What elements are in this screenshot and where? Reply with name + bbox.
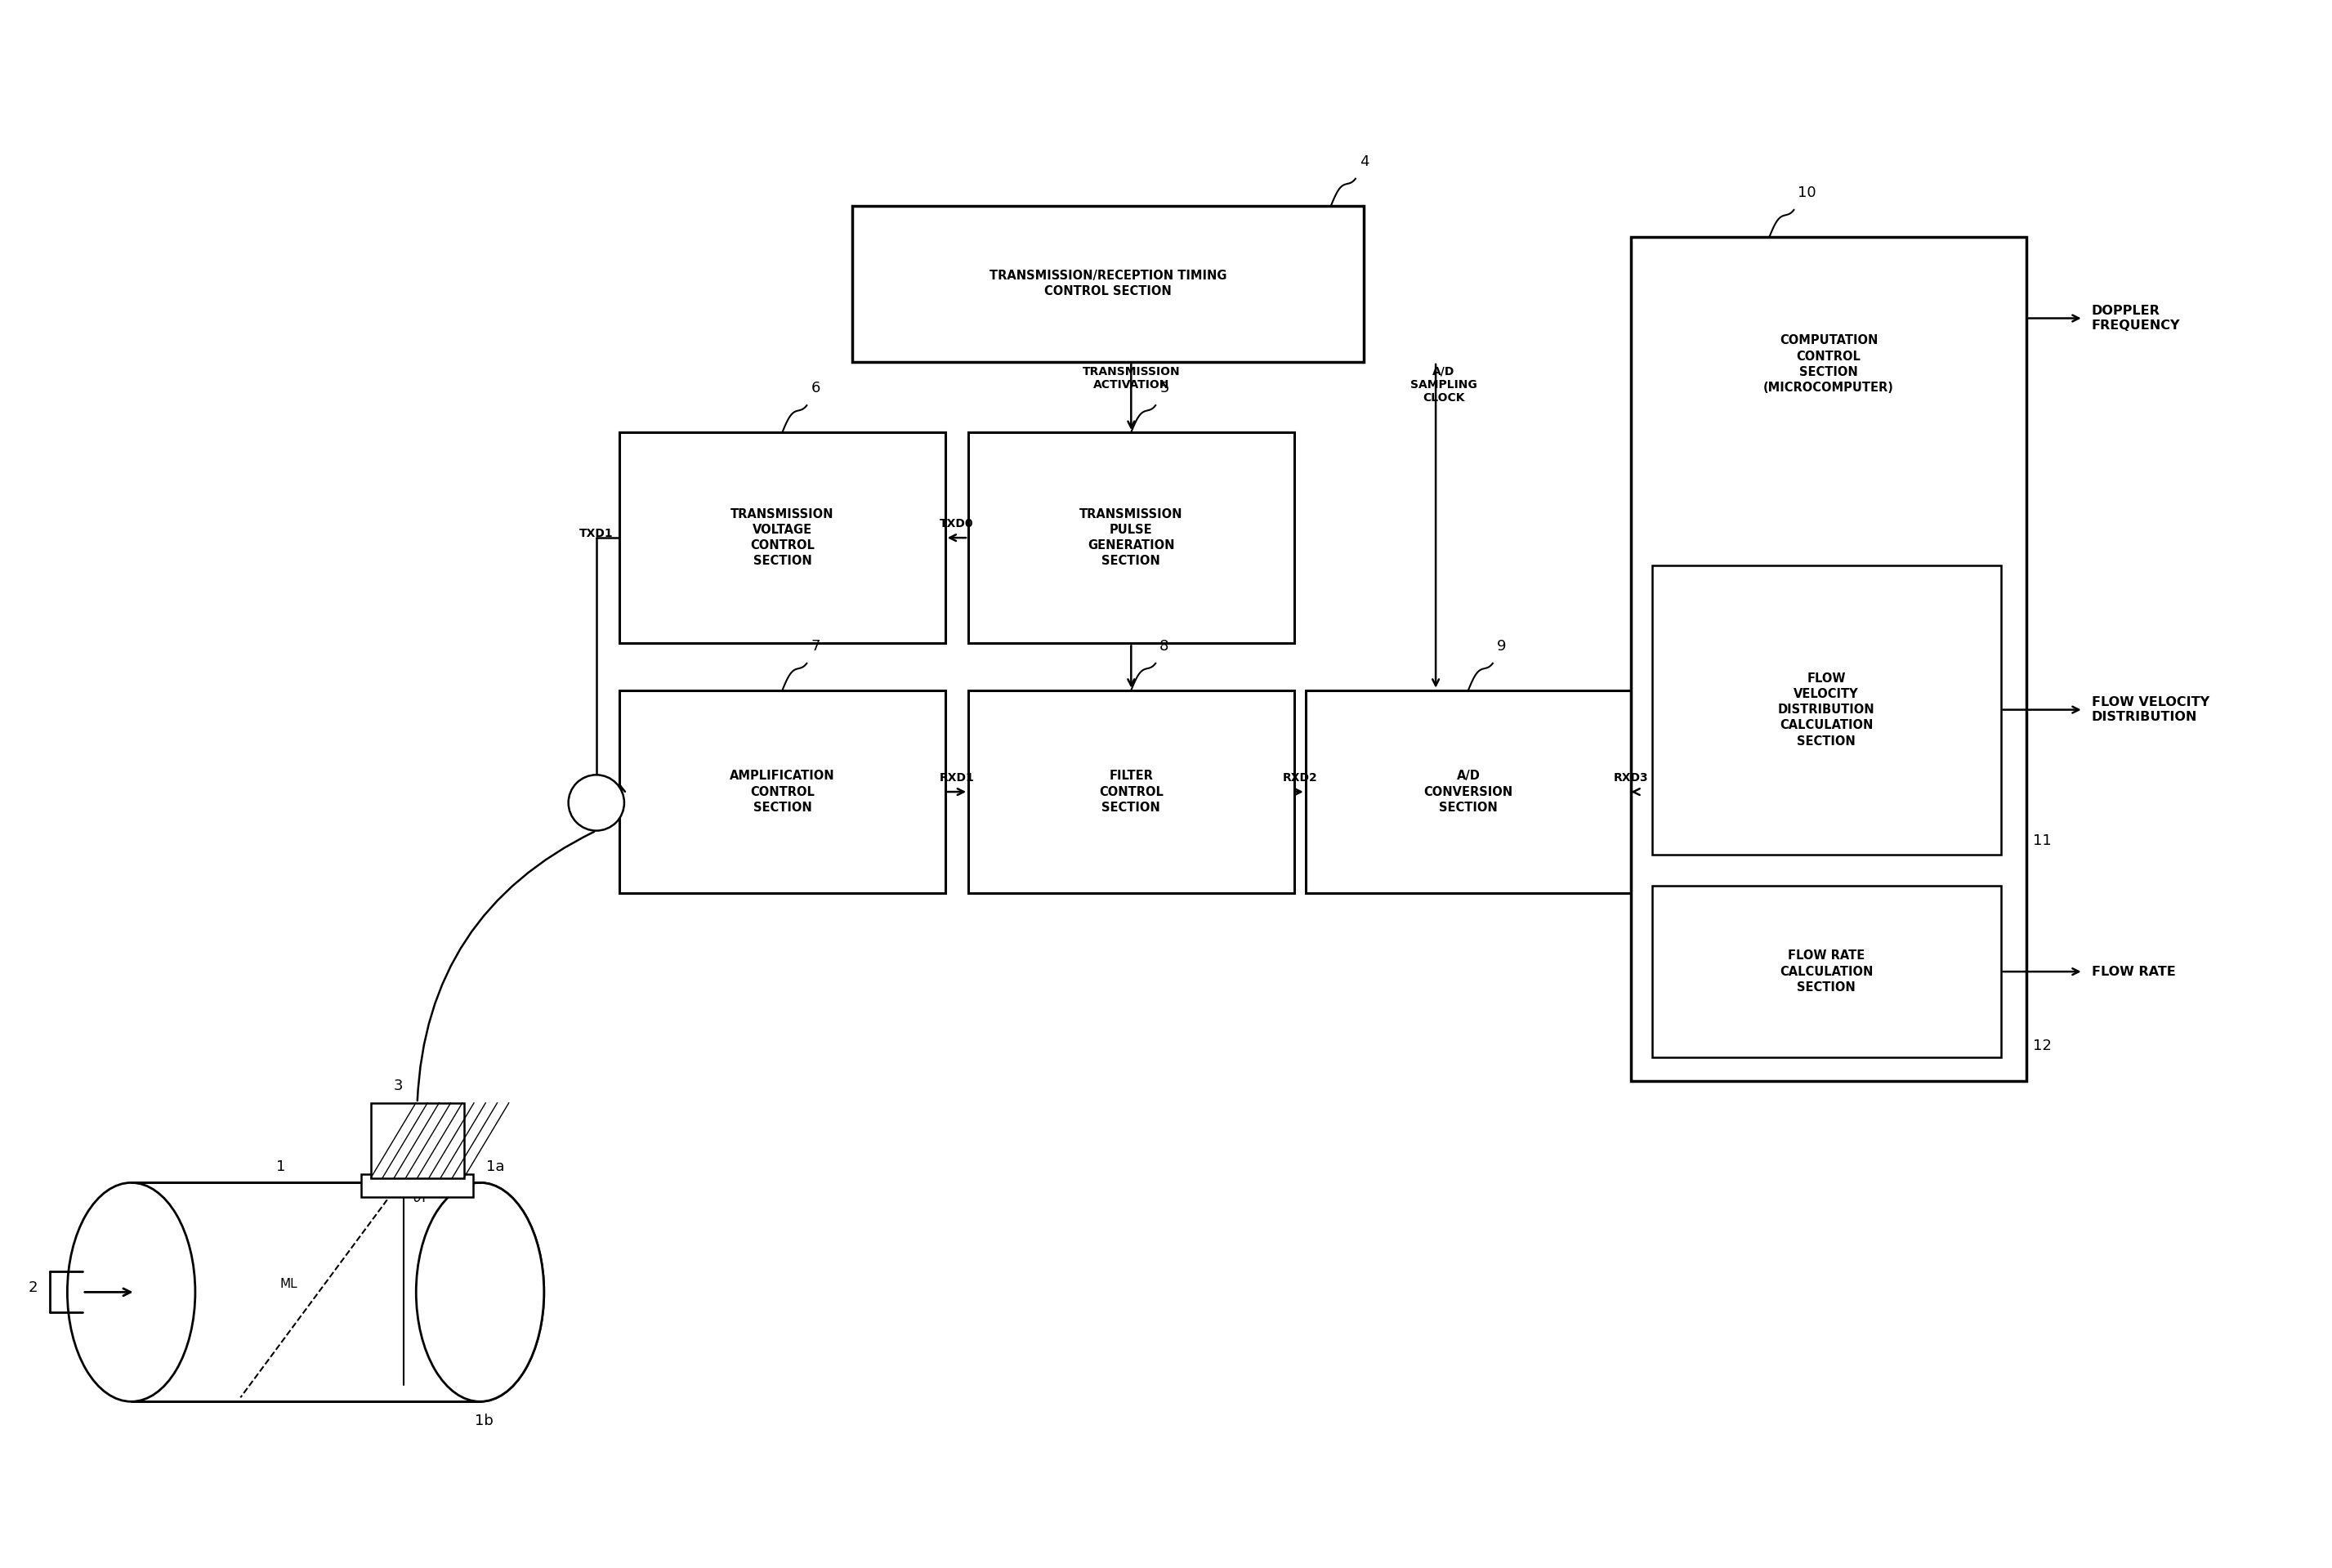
Bar xyxy=(361,1174,473,1196)
Bar xyxy=(1630,237,2027,1080)
Bar xyxy=(968,690,1294,894)
Text: RXD3: RXD3 xyxy=(1614,771,1649,784)
Bar xyxy=(1306,690,1630,894)
Text: 3: 3 xyxy=(394,1079,403,1093)
Text: TXD0: TXD0 xyxy=(940,517,975,530)
Text: 1a: 1a xyxy=(487,1160,506,1174)
Text: $\theta$f: $\theta$f xyxy=(413,1190,427,1204)
Bar xyxy=(851,205,1364,362)
Text: RXD1: RXD1 xyxy=(940,771,975,784)
Text: 10: 10 xyxy=(1798,185,1817,201)
Bar xyxy=(968,433,1294,643)
Text: 5: 5 xyxy=(1159,381,1168,395)
Text: A/D
SAMPLING
CLOCK: A/D SAMPLING CLOCK xyxy=(1411,365,1476,405)
Text: FLOW RATE: FLOW RATE xyxy=(2092,966,2176,978)
Text: 1b: 1b xyxy=(476,1414,494,1428)
Text: 12: 12 xyxy=(2034,1040,2052,1054)
Text: FLOW
VELOCITY
DISTRIBUTION
CALCULATION
SECTION: FLOW VELOCITY DISTRIBUTION CALCULATION S… xyxy=(1777,673,1875,748)
Text: TRANSMISSION
PULSE
GENERATION
SECTION: TRANSMISSION PULSE GENERATION SECTION xyxy=(1080,508,1182,568)
Ellipse shape xyxy=(415,1182,543,1402)
Text: AMPLIFICATION
CONTROL
SECTION: AMPLIFICATION CONTROL SECTION xyxy=(730,770,835,814)
Text: 7: 7 xyxy=(812,638,821,654)
Ellipse shape xyxy=(415,1182,543,1402)
Text: TRANSMISSION
ACTIVATION: TRANSMISSION ACTIVATION xyxy=(1082,365,1180,390)
Text: 4: 4 xyxy=(1360,154,1369,169)
Text: COMPUTATION
CONTROL
SECTION
(MICROCOMPUTER): COMPUTATION CONTROL SECTION (MICROCOMPUT… xyxy=(1763,334,1894,394)
Text: FILTER
CONTROL
SECTION: FILTER CONTROL SECTION xyxy=(1098,770,1164,814)
Text: FLOW RATE
CALCULATION
SECTION: FLOW RATE CALCULATION SECTION xyxy=(1779,950,1873,994)
Circle shape xyxy=(569,775,625,831)
Text: TRANSMISSION/RECEPTION TIMING
CONTROL SECTION: TRANSMISSION/RECEPTION TIMING CONTROL SE… xyxy=(989,270,1227,298)
Text: TRANSMISSION
VOLTAGE
CONTROL
SECTION: TRANSMISSION VOLTAGE CONTROL SECTION xyxy=(730,508,835,568)
Text: 8: 8 xyxy=(1159,638,1168,654)
Text: A/D
CONVERSION
SECTION: A/D CONVERSION SECTION xyxy=(1425,770,1513,814)
Text: 11: 11 xyxy=(2034,833,2052,848)
Text: 6: 6 xyxy=(812,381,821,395)
Bar xyxy=(620,433,944,643)
Text: DOPPLER
FREQUENCY: DOPPLER FREQUENCY xyxy=(2092,306,2180,331)
Bar xyxy=(371,1102,464,1178)
Bar xyxy=(371,1102,464,1178)
Text: RXD2: RXD2 xyxy=(1283,771,1318,784)
Bar xyxy=(1651,886,2001,1057)
Text: 9: 9 xyxy=(1497,638,1506,654)
Text: FLOW VELOCITY
DISTRIBUTION: FLOW VELOCITY DISTRIBUTION xyxy=(2092,696,2208,723)
Text: TXD1: TXD1 xyxy=(578,528,613,539)
Text: ML: ML xyxy=(280,1278,298,1290)
Text: RXD0: RXD0 xyxy=(578,782,613,793)
Ellipse shape xyxy=(68,1182,196,1402)
Bar xyxy=(620,690,944,894)
Bar xyxy=(131,1182,480,1402)
Text: 1: 1 xyxy=(278,1160,287,1174)
Text: 2: 2 xyxy=(28,1281,37,1295)
Bar xyxy=(1651,564,2001,855)
